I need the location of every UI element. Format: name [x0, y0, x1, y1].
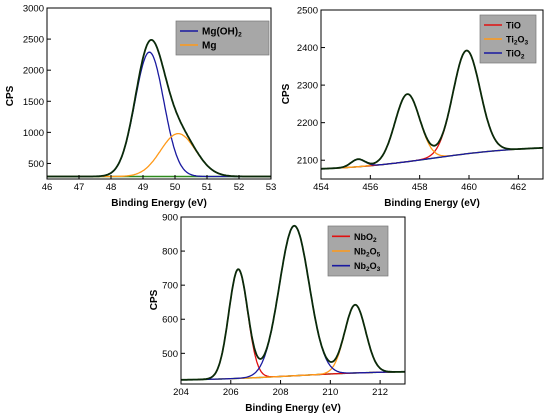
y-tick-label: 2500	[23, 35, 44, 46]
chart-panel-mg: 46 47 48 49 50 51 52 5350010001500200025003000 …	[5, 4, 276, 210]
legend-label: Nb2O5	[354, 247, 381, 259]
ticks-group: 46 47 48 49 50 51 52 53 500 1000 1500 2000 2500 3000	[23, 4, 276, 194]
y-tick-label: 3000	[23, 4, 44, 15]
y-tick-label: 2500	[297, 6, 318, 17]
x-axis-label: Binding Energy (eV)	[384, 198, 480, 209]
peak-tio2-line	[321, 147, 543, 170]
x-tick-label: 49	[138, 182, 149, 193]
y-tick-label: 2100	[297, 156, 318, 167]
x-tick-label: 46	[42, 182, 53, 193]
chart-panel-nb: 204 206 208 210 212 500 600 700 800 900 Binding E…	[149, 213, 406, 414]
envelope-line	[180, 224, 405, 381]
legend: NbO2 Nb2O5 Nb2O3	[327, 225, 389, 277]
y-tick-label: 2000	[23, 66, 44, 77]
x-tick-label: 53	[266, 182, 277, 193]
x-tick-label: 212	[372, 387, 388, 398]
legend-label: Nb2O3	[354, 261, 381, 273]
x-tick-label: 456	[362, 182, 378, 193]
envelope-line	[47, 38, 271, 178]
x-tick-label: 51	[202, 182, 213, 193]
legend-label: Mg(OH)2	[202, 27, 242, 39]
x-tick-label: 210	[322, 387, 338, 398]
y-tick-label: 500	[162, 349, 178, 360]
legend-box	[175, 20, 270, 56]
legend-label: Mg	[202, 41, 216, 52]
x-tick-label: 208	[273, 387, 289, 398]
peak-tio-line	[321, 49, 543, 170]
ticks-group: 454 456 458 460 462 2100 2200 2300 2400 2500	[297, 6, 526, 194]
y-axis-label: CPS	[149, 289, 160, 310]
x-tick-label: 48	[106, 182, 117, 193]
plot-frame	[320, 9, 544, 180]
legend: Mg(OH)2 Mg	[175, 20, 270, 56]
y-tick-label: 500	[28, 159, 44, 170]
series-lines-group	[321, 49, 543, 170]
x-axis-label: Binding Energy (eV)	[245, 403, 341, 414]
chart-panel-ti: 454 456 458 460 462 2100 2200 2300 2400 2500 Bind…	[281, 6, 544, 209]
plot-frame	[180, 216, 406, 385]
plot-frame	[46, 7, 272, 180]
peak-mgoh2-line	[47, 51, 271, 178]
x-tick-label: 462	[510, 182, 526, 193]
x-tick-label: 47	[74, 182, 85, 193]
y-tick-label: 2400	[297, 43, 318, 54]
envelope-line	[321, 49, 543, 170]
x-tick-label: 454	[313, 182, 329, 193]
y-tick-label: 1000	[23, 128, 44, 139]
y-tick-label: 1500	[23, 97, 44, 108]
y-tick-label: 2200	[297, 118, 318, 129]
x-tick-label: 460	[461, 182, 477, 193]
y-tick-label: 2300	[297, 81, 318, 92]
peak-nbo2-line	[180, 268, 405, 381]
legend-label: TiO	[506, 21, 521, 31]
y-axis-label: CPS	[281, 83, 292, 104]
legend-label: Ti2O3	[506, 35, 528, 47]
y-axis-label: CPS	[5, 85, 16, 106]
x-tick-label: 204	[173, 387, 189, 398]
x-tick-label: 50	[170, 182, 181, 193]
legend-label: TiO2	[506, 49, 525, 61]
legend-label: NbO2	[354, 232, 377, 244]
x-tick-label: 206	[223, 387, 239, 398]
y-tick-label: 800	[162, 247, 178, 258]
peak-ti2o3-line	[321, 93, 543, 170]
series-lines-group	[47, 38, 271, 178]
y-tick-label: 700	[162, 281, 178, 292]
peak-nb2o5-line	[180, 304, 405, 381]
peak-mg-line	[47, 132, 271, 178]
x-axis-label: Binding Energy (eV)	[111, 198, 207, 209]
x-tick-label: 52	[234, 182, 245, 193]
series-lines-group	[180, 224, 405, 381]
x-tick-label: 458	[412, 182, 428, 193]
y-tick-label: 600	[162, 315, 178, 326]
ticks-group: 204 206 208 210 212 500 600 700 800 900	[162, 213, 388, 399]
y-tick-label: 900	[162, 213, 178, 224]
legend: TiO Ti2O3 TiO2	[479, 14, 537, 64]
